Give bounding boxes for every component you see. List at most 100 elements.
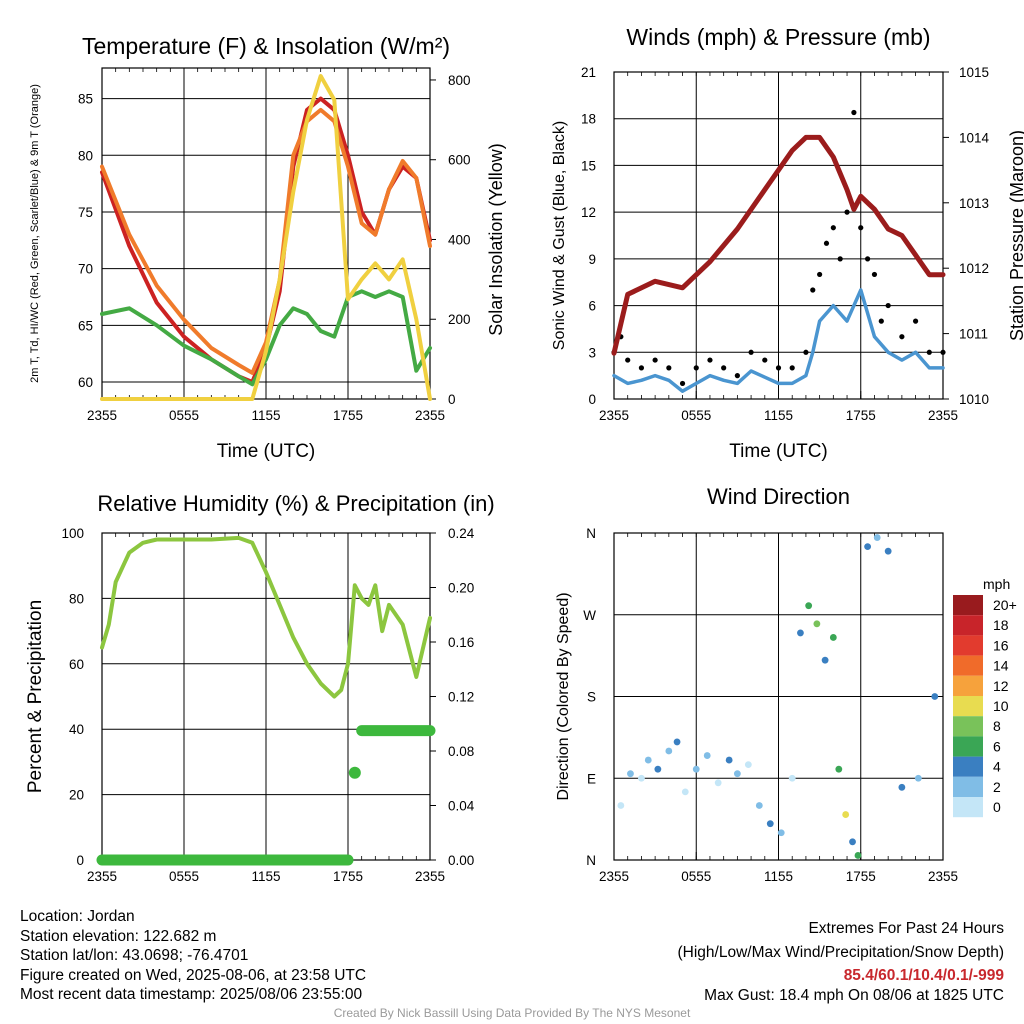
y-axis-label-temp: 2m T, Td, HI/WC (Red, Green, Scarlet/Blu…	[29, 84, 41, 383]
gust-point	[823, 240, 830, 246]
station-info: Location: Jordan Station elevation: 122.…	[20, 907, 366, 1005]
direction-point	[665, 747, 673, 755]
y2-tick-label-wind: 1014	[959, 130, 990, 145]
y2-tick-label-wind: 1013	[959, 196, 989, 211]
info-created: Figure created on Wed, 2025-08-06, at 23…	[20, 966, 367, 984]
y-tick-label-wind: 0	[588, 392, 596, 407]
y2-tick-label-wind: 1011	[959, 327, 988, 342]
direction-point	[849, 838, 856, 846]
direction-point	[644, 756, 652, 764]
x-tick-label-dir: 0555	[681, 869, 711, 884]
y-tick-label-wind: 18	[581, 112, 596, 127]
extremes-values: 85.4/60.1/10.4/0.1/-999	[843, 967, 1004, 985]
direction-point	[829, 634, 837, 641]
gust-point	[851, 109, 857, 116]
y2-tick-label-temp: 0	[448, 392, 456, 407]
gust-point	[803, 349, 809, 355]
gust-point	[734, 373, 740, 379]
y2-tick-label-rh: 0.16	[448, 635, 474, 650]
chart-title-winds: Winds (mph) & Pressure (mb)	[626, 24, 930, 50]
direction-point	[673, 738, 681, 746]
x-tick-label-temp: 2355	[415, 408, 445, 423]
x-tick-label-wind: 1155	[764, 408, 793, 423]
direction-point	[725, 756, 733, 764]
legend-label: 4	[993, 759, 1001, 775]
gust-point	[858, 225, 864, 231]
x-tick-label-dir: 2355	[599, 869, 629, 884]
credit-line: Created By Nick Bassill Using Data Provi…	[333, 1006, 691, 1020]
y2-axis-label-temp: Solar Insolation (Yellow)	[486, 143, 506, 335]
gust-point	[844, 209, 850, 215]
y2-tick-label-rh: 0.24	[448, 526, 475, 541]
x-tick-label-dir: 1155	[764, 869, 793, 884]
legend-swatch	[953, 716, 983, 737]
y-tick-label-rh: 60	[69, 657, 84, 672]
legend-swatch	[953, 797, 983, 818]
chart-title-rh: Relative Humidity (%) & Precipitation (i…	[97, 491, 494, 516]
x-axis-label-wind: Time (UTC)	[729, 441, 828, 462]
gust-point	[899, 334, 905, 340]
y-tick-label-wind: 9	[588, 252, 596, 267]
temp-series-line-1	[100, 107, 432, 375]
legend-swatch	[953, 675, 983, 696]
gust-point	[679, 380, 686, 387]
legend-swatch	[953, 615, 983, 636]
gust-point	[638, 365, 645, 371]
temp-series-line-2	[100, 289, 432, 387]
direction-point	[744, 761, 752, 769]
y-tick-label-temp: 70	[78, 262, 93, 277]
direction-point	[835, 765, 843, 773]
y2-tick-label-rh: 0.08	[448, 744, 474, 759]
extremes-title: Extremes For Past 24 Hours	[808, 920, 1004, 937]
y-tick-label-temp: 60	[78, 375, 93, 390]
gust-point	[830, 225, 836, 231]
chart-title-direction: Wind Direction	[707, 484, 850, 509]
y-tick-label-dir: S	[587, 690, 596, 705]
gust-point	[912, 318, 919, 324]
direction-point	[788, 774, 796, 782]
gust-point	[885, 302, 891, 309]
x-tick-label-rh: 0555	[169, 869, 199, 884]
y-tick-label-rh: 40	[69, 722, 84, 737]
gust-point	[810, 287, 816, 293]
direction-point	[777, 829, 785, 837]
y2-tick-label-temp: 800	[448, 73, 471, 88]
legend-label: 12	[993, 678, 1009, 694]
y-tick-label-temp: 65	[78, 318, 93, 333]
legend-swatch	[953, 635, 983, 656]
direction-point	[733, 770, 741, 778]
legend-label: 0	[993, 799, 1001, 815]
direction-point	[854, 852, 862, 859]
y-tick-label-wind: 15	[581, 158, 596, 173]
info-latlon: Station lat/lon: 43.0698; -76.4701	[20, 947, 249, 965]
legend-label: 20+	[993, 597, 1017, 613]
x-tick-label-wind: 2355	[599, 408, 629, 423]
y-tick-label-dir: N	[586, 526, 596, 541]
x-tick-label-temp: 2355	[87, 408, 117, 423]
x-tick-label-rh: 2355	[415, 869, 445, 884]
legend-swatch	[953, 756, 983, 777]
x-axis-label-temp: Time (UTC)	[217, 441, 316, 462]
direction-point	[864, 543, 872, 551]
direction-point	[755, 802, 763, 809]
gust-point	[707, 357, 713, 363]
direction-point	[842, 811, 850, 818]
y2-tick-label-temp: 200	[448, 312, 471, 327]
direction-point	[873, 534, 881, 541]
gust-point	[721, 365, 727, 371]
extremes-info: Extremes For Past 24 Hours (High/Low/Max…	[584, 919, 1005, 1005]
y-tick-label-wind: 3	[588, 345, 596, 360]
legend-label: 8	[993, 718, 1001, 734]
direction-point	[654, 765, 662, 773]
direction-point	[805, 602, 813, 610]
y2-tick-label-temp: 600	[448, 153, 471, 168]
x-tick-label-rh: 1155	[251, 869, 280, 884]
gust-point	[789, 365, 795, 371]
gust-point	[652, 357, 658, 363]
precip-point	[348, 766, 361, 779]
gust-point	[775, 365, 782, 371]
gust-point	[940, 349, 946, 355]
direction-point	[681, 788, 689, 796]
y-tick-label-dir: N	[586, 853, 596, 868]
